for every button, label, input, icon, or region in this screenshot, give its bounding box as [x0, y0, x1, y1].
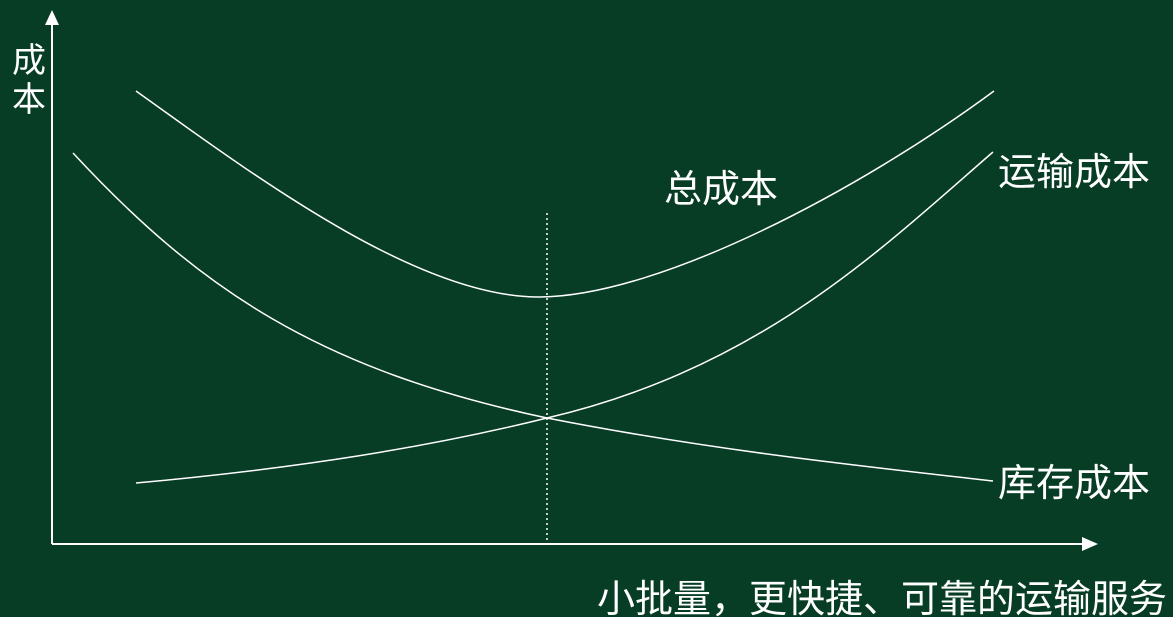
y-axis-label-char-2: 本	[12, 80, 46, 120]
x-axis-arrow	[1082, 537, 1098, 551]
total-cost-curve	[135, 90, 995, 298]
transport-cost-label: 运输成本	[998, 150, 1150, 194]
inventory-cost-curve	[72, 152, 994, 482]
y-axis-label-char-1: 成	[12, 41, 46, 81]
inventory-cost-label: 库存成本	[998, 461, 1150, 505]
total-cost-label: 总成本	[664, 167, 778, 211]
x-axis-label: 小批量，更快捷、可靠的运输服务	[597, 577, 1167, 617]
y-axis-arrow	[45, 10, 59, 25]
transport-cost-curve	[135, 151, 994, 484]
